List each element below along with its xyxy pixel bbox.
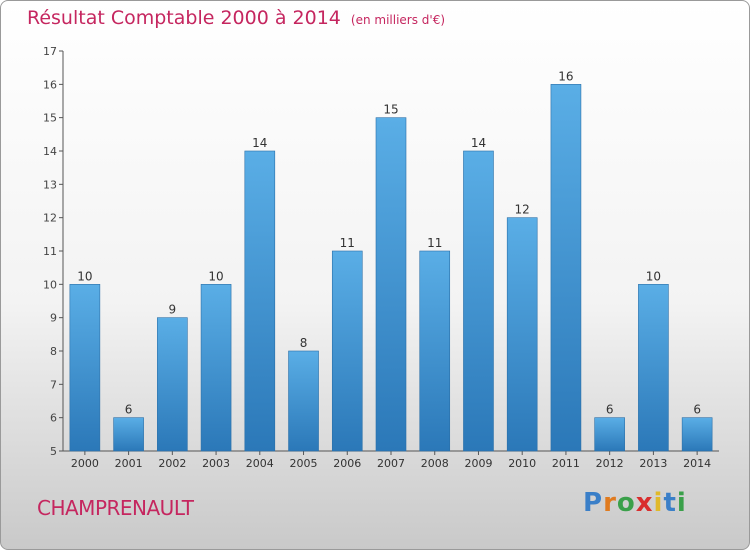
bar-2013 bbox=[638, 284, 669, 452]
x-axis: 2000 2001 2002 2003 2004 2005 2006 2007 2008 2009… bbox=[63, 450, 719, 470]
bar-2003 bbox=[200, 284, 232, 452]
bar-value-label: 12 bbox=[515, 203, 530, 217]
y-tick-label: 8 bbox=[50, 345, 57, 358]
x-tick-label: 2001 bbox=[115, 457, 143, 470]
x-tick-label: 2008 bbox=[421, 457, 449, 470]
bar-2014 bbox=[681, 417, 713, 452]
y-tick-label: 11 bbox=[43, 245, 57, 258]
bar-value-label: 16 bbox=[558, 69, 573, 83]
y-tick-label: 9 bbox=[50, 312, 57, 325]
x-tick-label: 2013 bbox=[639, 457, 667, 470]
x-tick-label: 2005 bbox=[290, 457, 318, 470]
x-tick-label: 2014 bbox=[683, 457, 711, 470]
y-tick-label: 17 bbox=[43, 45, 57, 58]
commune-name: CHAMPRENAULT bbox=[37, 496, 194, 520]
y-tick-label: 15 bbox=[43, 112, 57, 125]
bar-2011 bbox=[550, 84, 582, 452]
proxiti-logo[interactable]: Proxiti bbox=[583, 488, 687, 518]
y-tick-label: 14 bbox=[43, 145, 57, 158]
bar-2008 bbox=[419, 250, 451, 452]
x-tick-label: 2002 bbox=[158, 457, 186, 470]
x-tick-label: 2009 bbox=[464, 457, 492, 470]
x-tick-label: 2007 bbox=[377, 457, 405, 470]
bar-2010 bbox=[506, 217, 538, 452]
x-tick-label: 2004 bbox=[246, 457, 274, 470]
bar-2009 bbox=[463, 150, 494, 452]
bar-value-label: 10 bbox=[77, 269, 92, 283]
bar-value-label: 8 bbox=[300, 336, 308, 350]
bar-2007 bbox=[375, 117, 407, 452]
bars bbox=[69, 84, 713, 452]
x-tick-label: 2011 bbox=[552, 457, 580, 470]
y-tick-label: 6 bbox=[50, 412, 57, 425]
x-tick-label: 2000 bbox=[71, 457, 99, 470]
chart-title-text: Résultat Comptable 2000 à 2014 bbox=[27, 7, 341, 29]
y-tick-label: 13 bbox=[43, 178, 57, 191]
value-labels: 10 6 9 10 14 8 11 15 11 14 12 16 6 10 6 bbox=[77, 69, 701, 416]
bar-2002 bbox=[157, 317, 188, 452]
bar-value-label: 6 bbox=[606, 403, 614, 417]
chart-subtitle: (en milliers d'€) bbox=[350, 13, 446, 27]
y-axis: 5 6 7 8 9 10 11 12 13 14 15 16 17 bbox=[43, 45, 64, 458]
bar-value-label: 14 bbox=[252, 136, 267, 150]
bar-value-label: 15 bbox=[383, 103, 398, 117]
bar-2006 bbox=[331, 250, 363, 452]
bar-value-label: 11 bbox=[427, 236, 442, 250]
bar-value-label: 10 bbox=[646, 269, 661, 283]
chart-title: Résultat Comptable 2000 à 2014 (en millie… bbox=[27, 7, 445, 29]
y-tick-label: 16 bbox=[43, 78, 57, 91]
bar-2005 bbox=[288, 350, 319, 452]
bar-value-label: 9 bbox=[169, 303, 177, 317]
bar-2001 bbox=[113, 417, 144, 452]
x-tick-label: 2006 bbox=[333, 457, 361, 470]
x-tick-label: 2010 bbox=[508, 457, 536, 470]
bar-value-label: 6 bbox=[125, 403, 133, 417]
bar-2000 bbox=[69, 284, 101, 452]
bar-value-label: 6 bbox=[693, 403, 701, 417]
y-tick-label: 7 bbox=[50, 378, 57, 391]
y-tick-label: 12 bbox=[43, 212, 57, 225]
x-tick-label: 2003 bbox=[202, 457, 230, 470]
x-tick-label: 2012 bbox=[596, 457, 624, 470]
y-tick-label: 10 bbox=[43, 278, 57, 291]
bar-value-label: 10 bbox=[208, 269, 223, 283]
bar-value-label: 14 bbox=[471, 136, 486, 150]
bar-2004 bbox=[244, 150, 276, 452]
y-tick-label: 5 bbox=[50, 445, 57, 458]
bar-2012 bbox=[594, 417, 625, 452]
bar-value-label: 11 bbox=[340, 236, 355, 250]
